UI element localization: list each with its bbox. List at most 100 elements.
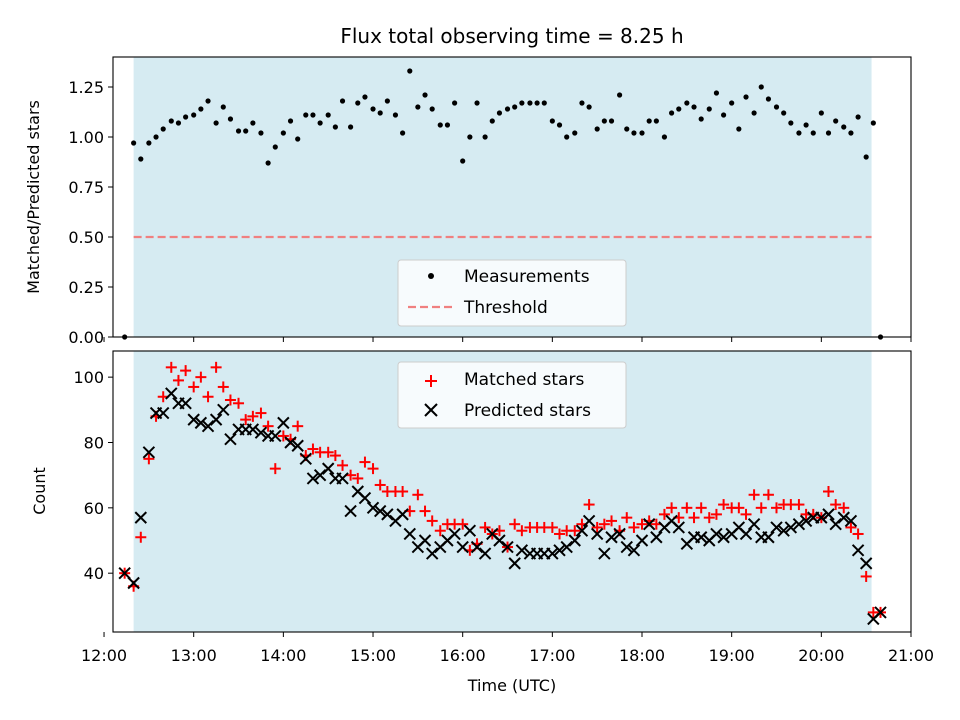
predicted-star-point (546, 547, 559, 560)
legend-threshold-label: Threshold (463, 298, 548, 318)
predicted-star-point (165, 387, 178, 400)
predicted-star-point (582, 514, 596, 528)
bottom-x-tick-label: 21:00 (888, 646, 934, 665)
measurement-point (586, 104, 592, 110)
predicted-star-point (508, 557, 521, 570)
matched-star-point (419, 505, 431, 517)
measurement-point (452, 100, 458, 106)
measurement-point (444, 122, 451, 128)
bottom-y-tick-label: 100 (73, 368, 104, 387)
measurement-point (519, 100, 525, 106)
legend-matched-marker (425, 375, 437, 387)
matched-star-point (172, 374, 184, 386)
predicted-star-point (224, 433, 237, 446)
measurement-point (788, 120, 794, 126)
measurement-point (243, 128, 249, 134)
top-y-tick-label: 0.50 (68, 228, 104, 247)
measurement-point (676, 106, 682, 112)
bottom-x-tick-label: 14:00 (260, 646, 306, 665)
predicted-star-point (747, 517, 761, 531)
predicted-star-point (344, 504, 357, 518)
predicted-star-point (837, 511, 850, 524)
matched-star-point (180, 365, 192, 377)
measurement-point (773, 104, 780, 110)
measurement-point (781, 110, 787, 116)
measurement-point (556, 122, 563, 128)
measurement-point (332, 124, 338, 130)
bottom-panel: 40 60 80 100 12:00 13:00 14:00 15:00 16:00 17:00… (30, 350, 934, 695)
matched-star-point (292, 420, 304, 432)
measurement-point (467, 134, 473, 140)
predicted-star-point (448, 527, 461, 541)
bottom-y-tick-label: 40 (84, 564, 104, 583)
predicted-star-point (672, 521, 685, 534)
measurement-point (265, 160, 271, 166)
matched-star-point (688, 512, 700, 524)
measurement-point (325, 112, 331, 118)
predicted-star-point (127, 576, 140, 590)
measurement-point (669, 110, 675, 116)
matched-star-point (202, 391, 214, 403)
predicted-star-point (306, 472, 320, 485)
predicted-star-point (246, 423, 260, 436)
predicted-star-point (284, 436, 297, 449)
predicted-star-point (217, 403, 230, 417)
measurement-point (474, 100, 480, 106)
predicted-star-point (209, 413, 223, 426)
matched-star-point (710, 508, 722, 520)
predicted-star-point (463, 524, 477, 537)
predicted-star-point (515, 544, 529, 557)
measurement-point (131, 140, 137, 146)
matched-star-point (195, 371, 207, 383)
bottom-x-tick-label: 19:00 (709, 646, 755, 665)
measurement-point (489, 118, 495, 124)
bottom-x-tick-label: 15:00 (350, 646, 396, 665)
top-panel: 0.00 0.25 0.50 0.75 1.00 1.25 Matched/Predict… (24, 56, 912, 347)
measurement-point (512, 104, 518, 110)
legend-measurements-label: Measurements (464, 267, 590, 287)
matched-star-point (255, 407, 267, 419)
matched-star-point (509, 518, 521, 530)
measurement-point (549, 118, 555, 124)
top-y-tick-label: 0.25 (68, 278, 104, 297)
predicted-star-point (142, 446, 156, 459)
predicted-star-point (403, 527, 416, 541)
top-legend-box (397, 259, 627, 327)
measurement-point (713, 90, 720, 96)
matched-star-point (636, 518, 648, 530)
measurement-point (743, 94, 749, 100)
bottom-x-tick-label: 16:00 (440, 646, 486, 665)
measurement-point (706, 106, 712, 112)
measurement-point (594, 126, 600, 132)
predicted-star-point (187, 413, 200, 426)
matched-star-point (666, 502, 678, 514)
matched-star-point (188, 381, 200, 393)
bottom-legend: Matched stars Predicted stars (397, 361, 627, 429)
measurement-point (183, 114, 189, 120)
matched-star-point (367, 463, 379, 475)
predicted-star-point (299, 452, 312, 466)
measurement-point (317, 120, 323, 126)
measurement-point (541, 100, 547, 106)
bottom-x-tick-label: 18:00 (619, 646, 665, 665)
top-y-tick-label: 1.25 (68, 78, 104, 97)
measurement-point (691, 104, 697, 110)
matched-star-point (262, 420, 274, 432)
top-axes-frame (112, 56, 912, 338)
matched-star-point (307, 443, 319, 455)
predicted-star-point (605, 531, 618, 544)
measurement-point (661, 134, 668, 140)
measurement-point (572, 130, 578, 136)
measurement-point (400, 130, 406, 136)
matched-star-point (337, 459, 349, 471)
measurement-point (653, 118, 659, 124)
bottom-legend-box (397, 361, 627, 429)
measurement-point (175, 120, 182, 126)
matched-star-point (135, 531, 147, 543)
predicted-star-point (134, 511, 148, 524)
measurement-point (437, 122, 443, 128)
predicted-star-point (381, 508, 394, 521)
predicted-star-point (568, 534, 581, 547)
measurement-point (825, 130, 832, 136)
matched-star-point (755, 502, 767, 514)
